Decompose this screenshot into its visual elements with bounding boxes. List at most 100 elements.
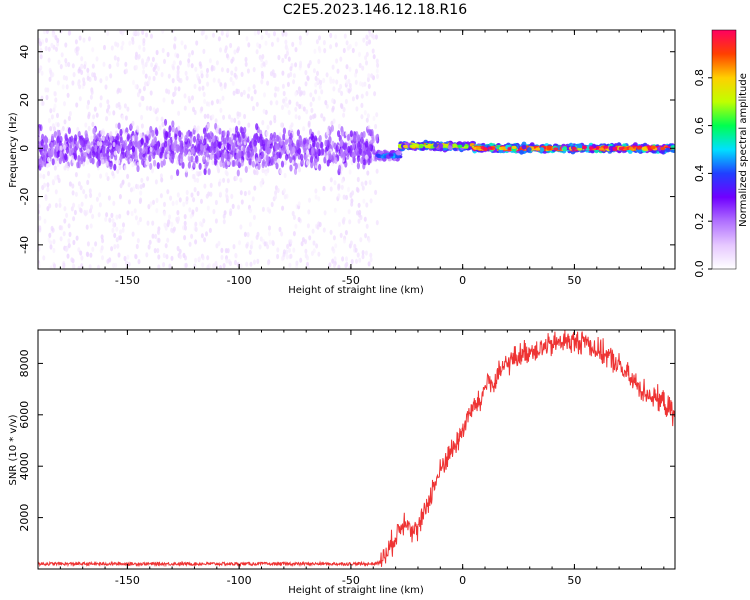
heatmap-cell	[89, 94, 93, 100]
heatmap-cell	[359, 237, 363, 243]
heatmap-cell	[279, 168, 283, 175]
heatmap-cell	[203, 98, 207, 104]
heatmap-cell	[282, 98, 286, 104]
heatmap-cell	[71, 80, 75, 86]
heatmap-cell	[395, 154, 400, 159]
heatmap-cell	[349, 240, 353, 246]
heatmap-cell	[235, 152, 239, 160]
heatmap-cell	[144, 146, 148, 154]
heatmap-cell	[136, 238, 140, 244]
heatmap-cell	[325, 155, 329, 161]
heatmap-cell	[187, 154, 191, 162]
heatmap-cell	[214, 218, 218, 224]
heatmap-cell	[157, 65, 160, 72]
heatmap-cell	[300, 103, 304, 110]
heatmap-cell	[73, 209, 77, 216]
heatmap-cell	[46, 186, 50, 193]
heatmap-cell	[296, 142, 300, 150]
heatmap-cell	[240, 71, 244, 77]
heatmap-cell	[342, 194, 346, 200]
heatmap-cell	[219, 191, 222, 197]
heatmap-cell	[433, 142, 438, 148]
heatmap-cell	[178, 254, 182, 260]
heatmap-cell	[85, 224, 89, 230]
heatmap-cell	[269, 132, 273, 140]
heatmap-cell	[317, 251, 321, 257]
heatmap-cell	[281, 70, 285, 76]
heatmap-cell	[247, 42, 251, 48]
heatmap-cell	[295, 101, 299, 107]
heatmap-cell	[65, 212, 69, 218]
heatmap-cell	[300, 153, 304, 161]
heatmap-cell	[355, 106, 359, 112]
heatmap-cell	[320, 113, 324, 119]
heatmap-cell	[245, 132, 249, 138]
heatmap-cell	[126, 106, 130, 112]
heatmap-cell	[266, 140, 271, 148]
heatmap-cell	[50, 148, 54, 156]
heatmap-cell	[206, 264, 210, 269]
heatmap-cell	[288, 99, 292, 105]
heatmap-cell	[264, 59, 268, 65]
heatmap-cell	[170, 227, 174, 233]
heatmap-cell	[329, 186, 333, 192]
heatmap-cell	[204, 34, 208, 40]
heatmap-cell	[222, 161, 226, 169]
heatmap-cell	[65, 127, 69, 134]
heatmap-cell	[298, 103, 302, 110]
heatmap-cell	[242, 131, 246, 139]
heatmap-cell	[123, 103, 127, 109]
heatmap-cell	[233, 49, 237, 55]
heatmap-cell	[183, 220, 187, 226]
heatmap-cell	[331, 105, 335, 111]
heatmap-cell	[54, 175, 58, 181]
heatmap-cell	[123, 142, 127, 150]
heatmap-cell	[320, 141, 324, 149]
heatmap-cell	[354, 79, 358, 85]
heatmap-cell	[199, 143, 204, 151]
heatmap-cell	[218, 99, 222, 105]
heatmap-cell	[325, 103, 329, 109]
heatmap-cell	[155, 208, 159, 214]
heatmap-cell	[234, 259, 237, 266]
heatmap-cell	[280, 147, 284, 155]
heatmap-cell	[364, 154, 368, 160]
heatmap-cell	[345, 79, 349, 85]
heatmap-cell	[208, 135, 212, 143]
heatmap-cell	[192, 135, 197, 143]
heatmap-cell	[131, 120, 135, 126]
heatmap-cell	[308, 197, 311, 203]
heatmap-cell	[365, 140, 369, 148]
heatmap-cell	[192, 106, 195, 112]
heatmap-cell	[124, 266, 128, 269]
heatmap-cell	[297, 147, 302, 155]
heatmap-cell	[299, 60, 303, 66]
heatmap-cell	[314, 89, 318, 95]
heatmap-cell	[79, 185, 83, 191]
heatmap-cell	[317, 95, 321, 101]
heatmap-cell	[226, 248, 230, 254]
heatmap-cell	[182, 252, 186, 258]
heatmap-cell	[176, 169, 180, 177]
heatmap-cell	[142, 64, 146, 70]
heatmap-cell	[283, 101, 287, 107]
heatmap-cell	[223, 84, 227, 90]
heatmap-cell	[155, 49, 159, 56]
heatmap-cell	[168, 214, 172, 220]
heatmap-cell	[91, 213, 95, 219]
heatmap-cell	[159, 193, 163, 199]
heatmap-cell	[253, 89, 257, 95]
heatmap-cell	[269, 71, 273, 77]
heatmap-cell	[178, 60, 182, 66]
heatmap-cell	[320, 89, 324, 95]
heatmap-cell	[124, 115, 128, 121]
heatmap-cell	[126, 173, 130, 179]
heatmap-cell	[317, 130, 321, 136]
heatmap-cell	[151, 56, 155, 63]
heatmap-cell	[109, 162, 113, 170]
heatmap-cell	[63, 218, 67, 224]
heatmap-cell	[129, 187, 133, 193]
heatmap-cell	[148, 239, 152, 245]
heatmap-cell	[161, 47, 165, 54]
heatmap-cell	[44, 45, 48, 52]
